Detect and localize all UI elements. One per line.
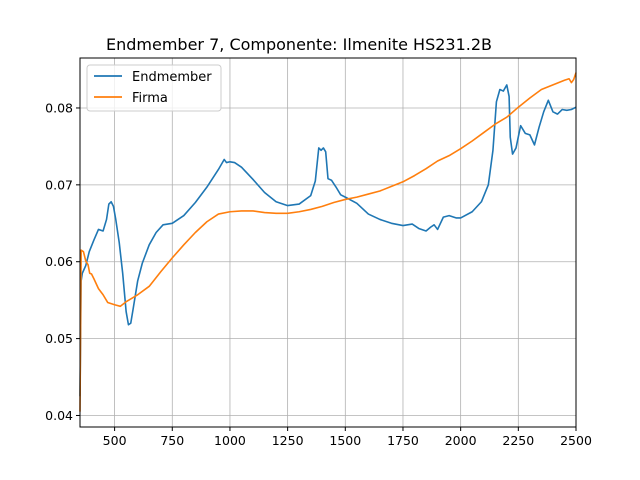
legend: Endmember Firma (86, 64, 222, 112)
x-tick-label: 750 (160, 433, 184, 448)
legend-label-endmember: Endmember (132, 70, 212, 85)
series-layer (79, 72, 577, 412)
x-tick-label: 1500 (329, 433, 361, 448)
y-tick-label: 0.08 (45, 100, 73, 115)
series-line-endmember (79, 84, 577, 397)
y-tick-label: 0.07 (45, 177, 73, 192)
x-tick-label: 1750 (387, 433, 419, 448)
series-line-firma (79, 72, 577, 412)
chart-title: Endmember 7, Componente: Ilmenite HS231.… (106, 35, 492, 54)
y-tick-label: 0.04 (45, 408, 73, 423)
y-tick-label: 0.05 (45, 331, 73, 346)
x-tick-label: 2250 (502, 433, 534, 448)
y-axis: 0.04 0.05 0.06 0.07 0.08 (45, 100, 80, 423)
plot-frame (79, 57, 577, 428)
y-tick-label: 0.06 (45, 254, 73, 269)
legend-label-firma: Firma (132, 91, 168, 106)
x-axis: 500 750 1000 1250 1500 1750 2000 2250 2500 (103, 427, 592, 448)
x-tick-label: 2500 (560, 433, 592, 448)
x-tick-label: 2000 (445, 433, 477, 448)
x-tick-label: 1250 (272, 433, 304, 448)
x-tick-label: 1000 (214, 433, 246, 448)
x-tick-label: 500 (103, 433, 127, 448)
